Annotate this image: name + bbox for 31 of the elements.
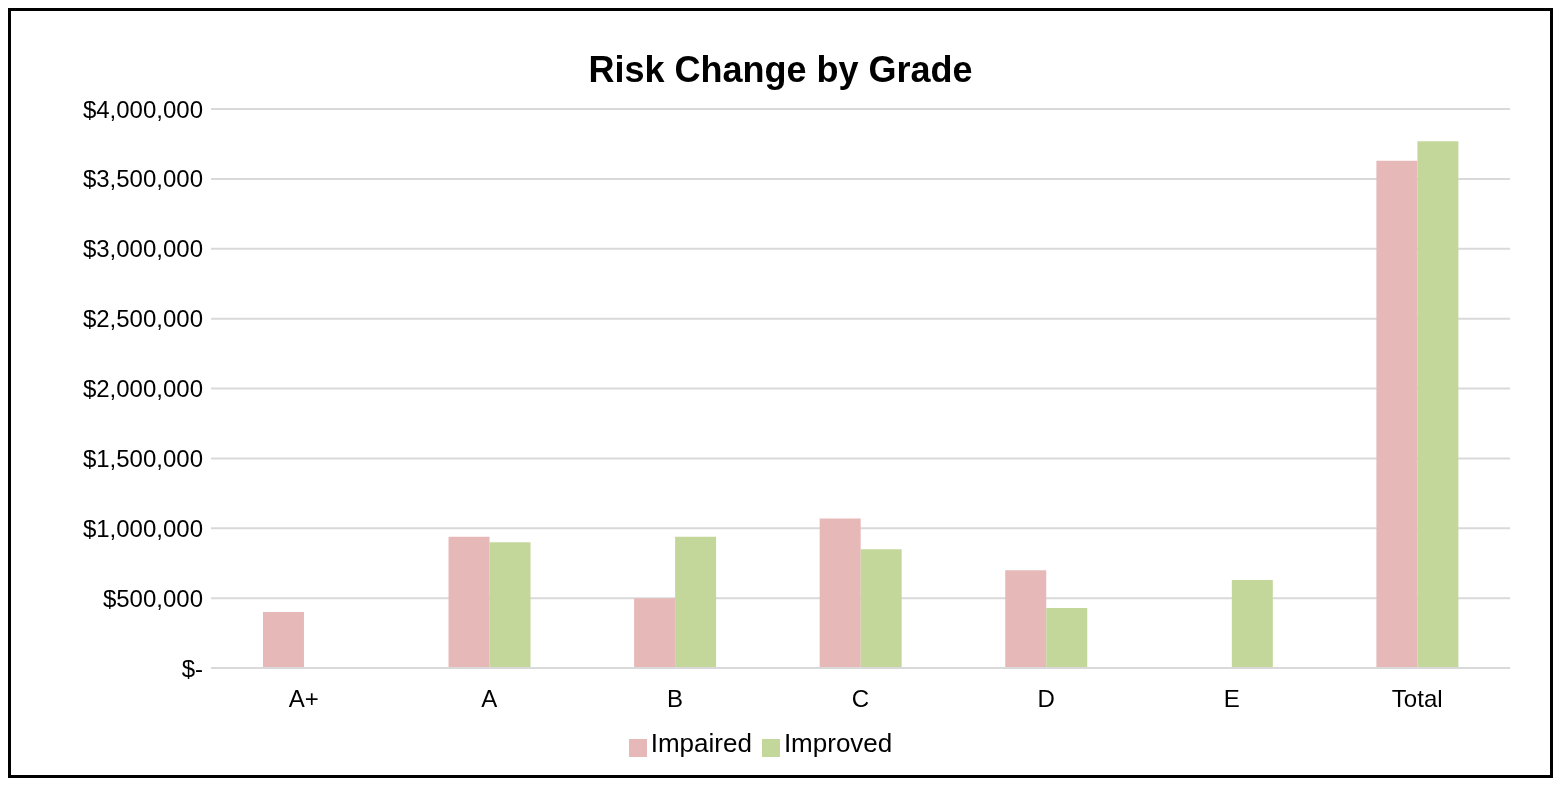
x-tick-label: Total (1391, 685, 1443, 713)
bar (634, 598, 676, 668)
y-tick-label: $1,000,000 (82, 514, 203, 542)
x-tick-label: C (851, 685, 870, 713)
y-tick-label: $3,500,000 (82, 165, 203, 193)
legend-label: Improved (783, 728, 893, 758)
bar (1005, 570, 1047, 668)
y-tick-label: $1,500,000 (82, 444, 203, 472)
x-tick-label: E (1223, 685, 1240, 713)
y-tick-label: $2,500,000 (82, 305, 203, 333)
bar (1046, 607, 1088, 668)
chart-title: Risk Change by Grade (588, 49, 973, 90)
bar (860, 549, 902, 668)
y-tick-label: $2,000,000 (82, 375, 203, 403)
bar (819, 518, 861, 668)
bar (1231, 579, 1273, 668)
x-tick-label: D (1037, 685, 1055, 713)
y-tick-label: $3,000,000 (82, 235, 203, 263)
bar (675, 536, 717, 668)
legend-label: Impaired (650, 728, 752, 758)
bar (489, 542, 531, 668)
bar (448, 536, 490, 668)
bar (262, 612, 304, 668)
x-tick-label: A (481, 685, 498, 713)
x-tick-label: A+ (288, 685, 319, 713)
y-tick-label: $4,000,000 (82, 95, 203, 123)
y-tick-label: $500,000 (102, 584, 203, 612)
y-tick-label: $- (181, 654, 203, 682)
x-tick-label: B (666, 685, 683, 713)
bar (1417, 141, 1459, 668)
bar (1376, 160, 1418, 668)
